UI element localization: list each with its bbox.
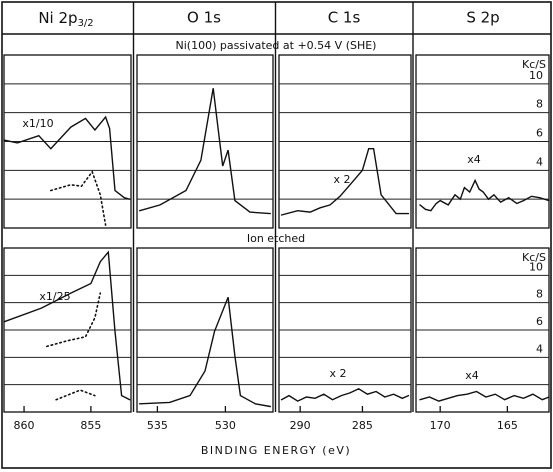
spectrum-line xyxy=(46,292,102,348)
scale-annotation: x 2 xyxy=(333,173,350,186)
y-tick-label: 8 xyxy=(536,98,543,111)
x-tick-label: 285 xyxy=(352,419,373,432)
spectrum-line xyxy=(280,388,410,402)
scale-annotation: x4 xyxy=(467,153,481,166)
column-title: O 1s xyxy=(187,9,221,27)
spectrum-line xyxy=(55,389,96,401)
spectrum-line xyxy=(419,390,550,402)
y-tick-label: 10 xyxy=(529,69,543,82)
y-tick-label: 4 xyxy=(536,342,543,355)
x-tick-label: 290 xyxy=(290,419,311,432)
scale-annotation: x4 xyxy=(465,369,479,382)
spectrum-line xyxy=(280,148,410,216)
spectrum-line xyxy=(3,115,131,200)
spectrum-line xyxy=(50,170,107,226)
scale-annotation: x1/10 xyxy=(22,117,53,130)
column-title: C 1s xyxy=(328,9,361,27)
y-tick-label: 4 xyxy=(536,155,543,168)
y-tick-label: 6 xyxy=(536,315,543,328)
y-tick-label: 6 xyxy=(536,127,543,140)
row-title: Ni(100) passivated at +0.54 V (SHE) xyxy=(176,39,377,52)
y-tick-label: 10 xyxy=(529,260,543,273)
x-tick-label: 535 xyxy=(147,419,168,432)
row-title: Ion etched xyxy=(247,232,305,245)
column-title: S 2p xyxy=(466,9,499,27)
column-title-sub: 3/2 xyxy=(78,18,94,29)
spectrum-line xyxy=(419,178,550,212)
x-axis-label: BINDING ENERGY (eV) xyxy=(201,444,351,457)
y-tick-label: 8 xyxy=(536,288,543,301)
x-tick-label: 170 xyxy=(430,419,451,432)
column-title: Ni 2p3/2 xyxy=(38,9,93,30)
spectrum-line xyxy=(3,250,131,401)
scale-annotation: x 2 xyxy=(329,367,346,380)
spectrum-line xyxy=(139,296,271,408)
spectrum-line xyxy=(139,88,271,215)
x-tick-label: 165 xyxy=(497,419,518,432)
scale-annotation: x1/25 xyxy=(39,290,70,303)
x-tick-label: 530 xyxy=(215,419,236,432)
y-axis-unit: Kc/S xyxy=(522,251,546,264)
x-tick-label: 855 xyxy=(80,419,101,432)
column-title-main: Ni 2p xyxy=(38,9,77,27)
x-tick-label: 860 xyxy=(14,419,35,432)
y-axis-unit: Kc/S xyxy=(522,58,546,71)
